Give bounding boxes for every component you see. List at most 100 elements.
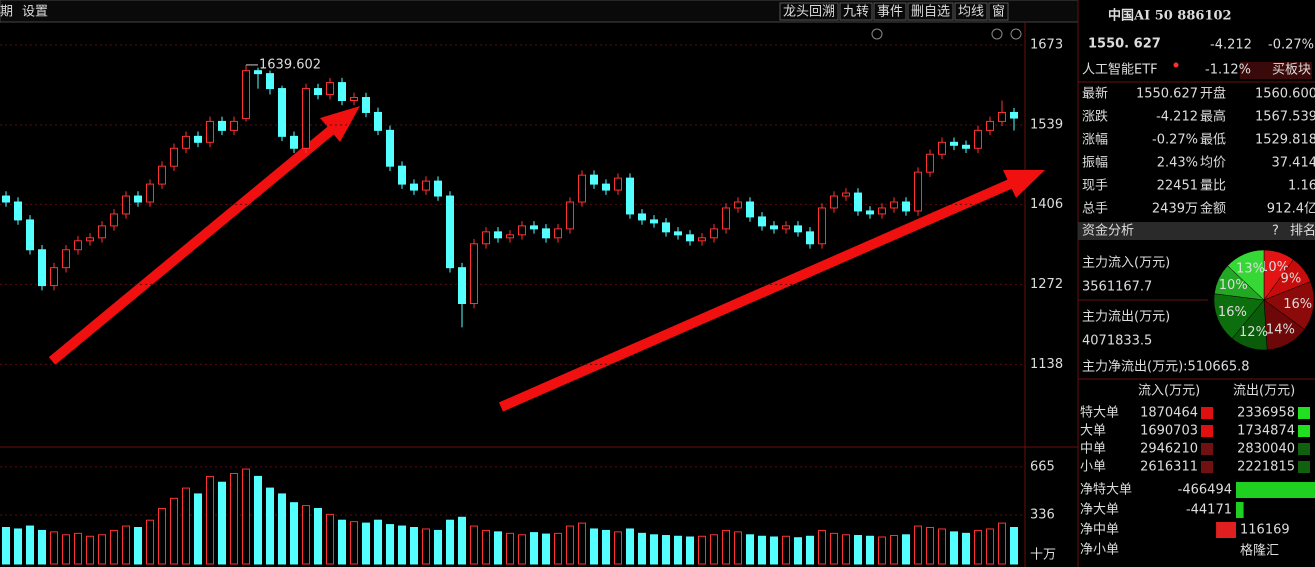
candle-body [734,201,742,209]
quote-value: 2.43% [1157,156,1198,171]
toolbar-item[interactable]: 均线 [958,5,984,20]
pie-label: 9% [1281,272,1302,287]
candle-body [386,129,394,167]
volume-bar [182,487,190,565]
volume-bar [338,519,346,565]
volume-bar [14,528,22,565]
toolbar-item[interactable]: 窗 [992,4,1005,20]
quote-label: 涨幅 [1082,133,1108,148]
toolbar-item[interactable]: 期 [0,5,13,20]
volume-bar [998,522,1006,565]
candle-body [674,231,682,236]
candle-body [278,88,286,137]
quote-label: 总手 [1082,202,1108,217]
volume-bar [878,536,886,565]
candle-body [578,174,586,203]
candle-body [254,70,262,75]
candle-body [434,180,442,197]
volume-bar [674,535,682,565]
volume-bar [938,528,946,565]
watermark: 格隆汇 [1240,543,1279,559]
candle-body [122,195,130,215]
candle-body [806,231,814,245]
volume-bar [626,528,634,565]
volume-bar [854,535,862,565]
volume-bar [746,534,754,565]
toolbar-button[interactable] [839,2,873,21]
pie-slice [1263,281,1315,330]
candle-body [182,135,190,149]
candle-body [566,201,574,230]
candle-body [206,120,214,143]
toolbar-button[interactable] [954,2,988,21]
y-tick-label: 1138 [1030,357,1063,372]
flow-label: 特大单 [1080,406,1119,421]
candle-body [782,225,790,230]
tool-icon[interactable] [871,28,883,40]
toolbar-item[interactable]: 事件 [877,5,903,20]
candle-body [830,195,838,209]
inflow: 3561167.7 [1082,280,1152,295]
quote-value: -0.27% [1152,133,1198,148]
volume-bar [134,526,142,565]
toolbar-button[interactable] [873,2,907,21]
toolbar-item[interactable]: 龙头回溯 [783,4,835,20]
toolbar-item[interactable]: 设置 [22,5,48,20]
candle-body [314,88,322,96]
volume-bar [950,531,958,565]
quote-label: 涨跌 [1082,109,1108,125]
candle-body [890,201,898,209]
volume-bar [86,535,94,565]
candle-body [2,195,10,203]
candle-body [290,135,298,149]
candle-body [326,82,334,96]
volume-bar [242,468,250,565]
candle-body [650,219,658,224]
toolbar-button[interactable] [907,2,954,21]
quote-value: 912.4亿 [1267,202,1315,217]
volume-bar [230,472,238,565]
toolbar-item[interactable]: 删自选 [911,5,950,20]
toolbar-button[interactable] [988,2,1009,21]
arrow [498,179,1013,412]
sector-button-bg[interactable] [1240,62,1312,79]
volume-bar [914,525,922,565]
sector-dot [1173,62,1179,68]
volume-bar [38,529,46,565]
arrow-head [320,106,360,142]
arrow-head [1003,170,1045,198]
zoom-in[interactable] [991,28,1003,40]
volume-bar [290,502,298,565]
sector-button[interactable]: 买板块 [1272,63,1311,78]
y-tick-label: 1272 [1030,277,1063,292]
candle-body [482,231,490,245]
volume-bar [866,535,874,565]
candle-body [662,222,670,233]
fund-rank[interactable]: 排名 [1290,223,1315,239]
fund-help[interactable]: ? [1272,224,1279,239]
volume-bar [638,532,646,565]
flow-out: 2336958 [1237,406,1295,421]
candle-body [410,183,418,191]
candle-body [266,73,274,90]
volume-bar [782,535,790,565]
flow-out-swatch [1298,461,1310,473]
volume-bar [650,534,658,565]
toolbar-button[interactable] [779,2,839,21]
volume-bar [986,528,994,565]
flow-label: 大单 [1080,424,1106,439]
quote-label: 现手 [1082,179,1108,194]
y-tick-label: 1406 [1030,197,1063,212]
volume-bar [686,536,694,565]
stock-name: 中国AI 50 886102 [1108,8,1232,24]
volume-bar [302,505,310,565]
toolbar-item[interactable]: 九转 [843,5,869,20]
zoom-out[interactable] [1010,28,1022,40]
volume-bar [554,532,562,565]
pie-label: 10% [1219,278,1248,293]
volume-bar [962,532,970,565]
candle-body [746,201,754,218]
volume-bar [158,508,166,565]
volume-bar [890,535,898,565]
